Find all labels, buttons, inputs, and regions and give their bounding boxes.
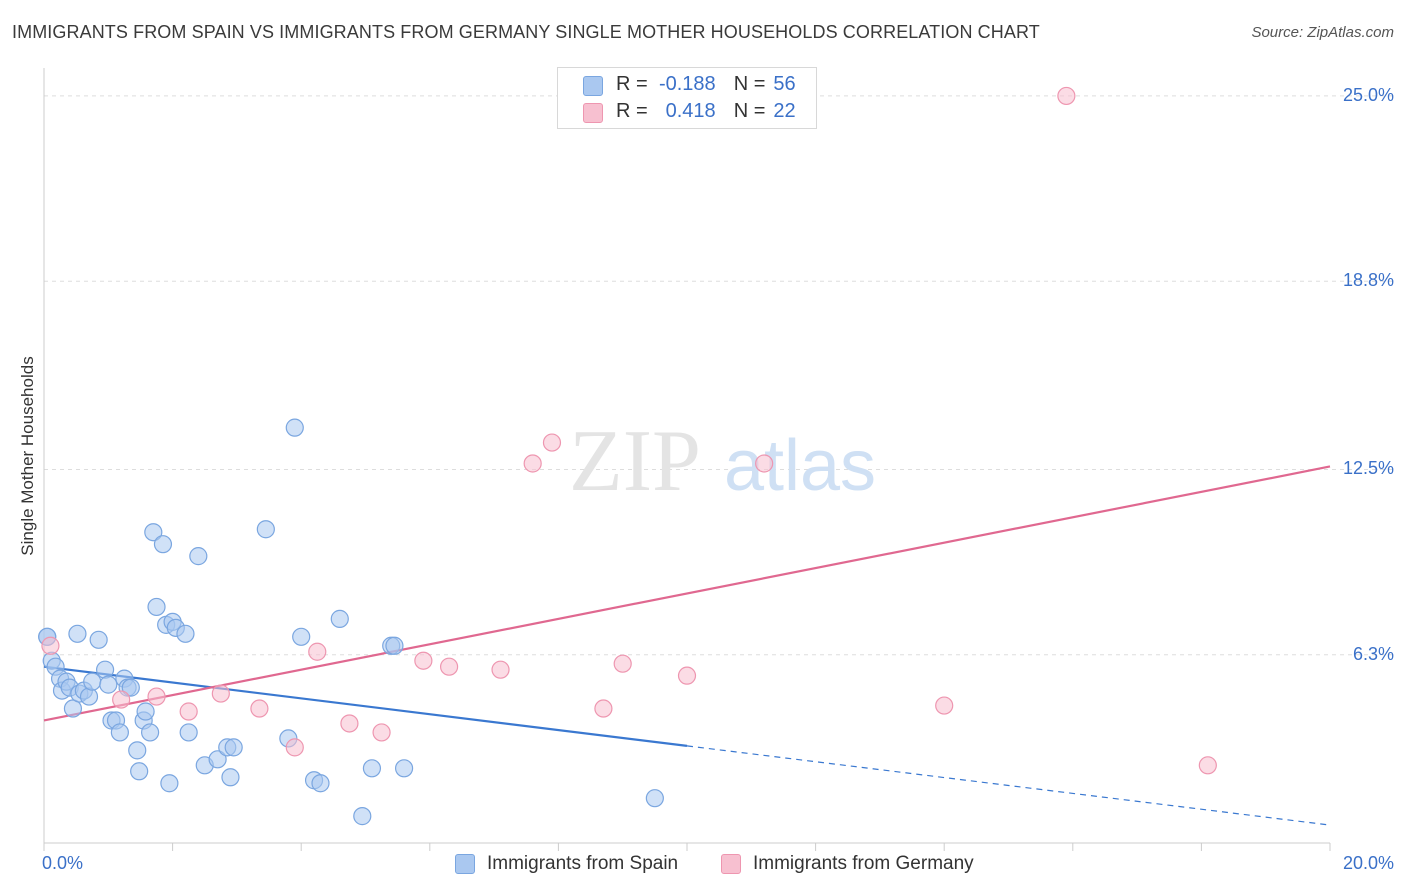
axes: [43, 68, 1331, 851]
data-point-series-1: [414, 651, 433, 670]
data-point-series-1: [491, 660, 510, 679]
y-tick-label: 18.8%: [1342, 270, 1394, 291]
data-point-series-0: [147, 597, 166, 617]
data-point-series-0: [130, 762, 149, 781]
data-point-series-1: [613, 654, 632, 673]
data-point-series-1: [147, 687, 166, 706]
legend-n-value-spain: 56: [773, 73, 796, 95]
correlation-legend: R = -0.188 N = 56 R = 0.418 N = 22: [557, 67, 817, 129]
data-point-series-1: [755, 454, 774, 473]
data-point-series-1: [340, 714, 359, 733]
data-point-series-1: [439, 657, 459, 676]
data-point-series-1: [935, 696, 954, 715]
bottom-legend-label-spain: Immigrants from Spain: [487, 853, 679, 874]
data-point-series-0: [256, 520, 275, 539]
data-point-series-0: [221, 768, 240, 787]
data-point-series-0: [99, 675, 118, 694]
data-point-series-0: [292, 627, 311, 646]
legend-n-label: N =: [733, 100, 766, 122]
data-point-series-0: [311, 774, 330, 793]
legend-n-value-germany: 22: [773, 100, 796, 122]
chart-source: Source: ZipAtlas.com: [1251, 24, 1394, 41]
data-point-series-0: [285, 418, 304, 437]
data-point-series-1: [179, 702, 198, 721]
x-tick-label-max: 20.0%: [1342, 853, 1394, 873]
chart-title: IMMIGRANTS FROM SPAIN VS IMMIGRANTS FROM…: [12, 22, 1040, 42]
data-point-series-1: [308, 642, 327, 661]
data-point-series-0: [63, 699, 83, 718]
data-points: [38, 86, 1217, 826]
watermark-atlas: atlas: [724, 426, 876, 506]
bottom-legend-label-germany: Immigrants from Germany: [753, 853, 974, 874]
data-point-series-0: [68, 624, 87, 643]
trend-line-0: [43, 665, 688, 747]
legend-r-label: R =: [616, 100, 648, 122]
data-point-series-0: [128, 741, 147, 760]
data-point-series-0: [144, 523, 163, 542]
watermark: ZIP atlas: [569, 413, 876, 510]
data-point-series-0: [353, 807, 372, 826]
data-point-series-0: [362, 759, 382, 778]
data-point-series-1: [285, 738, 304, 757]
data-point-series-1: [211, 684, 230, 703]
data-point-series-1: [41, 636, 60, 655]
data-point-series-0: [136, 702, 155, 721]
data-point-series-1: [542, 433, 562, 452]
data-point-series-0: [224, 738, 243, 757]
data-point-series-1: [1198, 756, 1217, 775]
data-point-series-1: [1057, 86, 1076, 106]
data-point-series-0: [645, 789, 664, 808]
data-point-series-1: [250, 699, 269, 718]
legend-swatch-spain: [583, 76, 603, 96]
data-point-series-1: [372, 723, 391, 742]
trend-lines: [43, 465, 1331, 826]
data-point-series-1: [523, 454, 542, 473]
data-point-series-0: [95, 660, 115, 679]
data-point-series-0: [394, 759, 414, 778]
data-point-series-0: [330, 609, 349, 628]
data-point-series-0: [140, 723, 160, 742]
legend-r-value-germany: 0.418: [665, 100, 716, 122]
bottom-legend-spain: Immigrants from Spain: [455, 852, 678, 876]
data-point-series-0: [208, 750, 227, 769]
data-point-series-0: [79, 687, 99, 706]
data-point-series-0: [153, 535, 173, 554]
data-point-series-1: [594, 699, 613, 718]
legend-r-label: R =: [616, 73, 648, 95]
y-tick-label: 12.5%: [1342, 458, 1394, 479]
data-point-series-1: [112, 690, 131, 709]
trend-line-dashed-0: [686, 745, 1331, 826]
watermark-zip: ZIP: [569, 413, 701, 510]
bottom-legend-swatch-spain: [455, 854, 475, 874]
y-tick-label: 25.0%: [1342, 84, 1394, 105]
gridlines: [44, 95, 1392, 656]
legend-r-value-spain: -0.188: [658, 73, 716, 95]
data-point-series-0: [385, 636, 404, 655]
bottom-legend-swatch-germany: [721, 854, 741, 874]
x-tick-label-min: 0.0%: [42, 853, 84, 873]
data-point-series-0: [110, 723, 129, 742]
data-point-series-0: [83, 672, 102, 691]
y-tick-label: 6.3%: [1352, 643, 1394, 664]
data-point-series-0: [121, 678, 140, 697]
bottom-legend-germany: Immigrants from Germany: [721, 852, 974, 876]
data-point-series-0: [176, 624, 195, 643]
data-point-series-1: [677, 666, 697, 685]
data-point-series-0: [179, 723, 198, 742]
data-point-series-0: [160, 774, 179, 793]
data-point-series-0: [89, 630, 108, 649]
legend-n-label: N =: [733, 73, 766, 95]
legend-swatch-germany: [583, 103, 603, 123]
data-point-series-0: [189, 547, 208, 566]
trend-line-1: [43, 465, 1331, 722]
